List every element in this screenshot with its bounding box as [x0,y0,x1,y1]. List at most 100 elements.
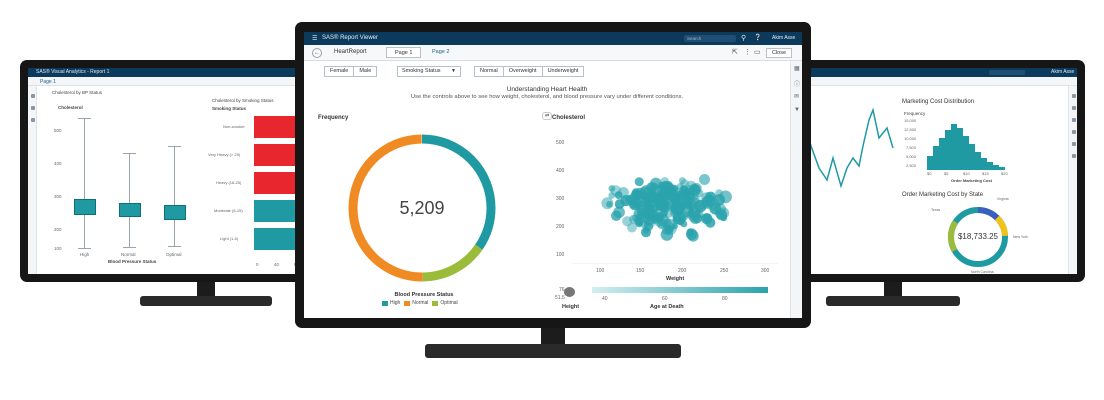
objects-icon[interactable] [31,106,35,110]
underweight-button[interactable]: Underweight [547,68,579,74]
scatter-point[interactable] [696,211,704,218]
histogram-bar[interactable] [981,158,987,170]
scatter-point[interactable] [673,199,683,209]
histogram-bar[interactable] [957,128,963,170]
comment-icon[interactable]: ✉ [794,94,800,100]
scatter-point[interactable] [606,201,613,208]
tab-page-1[interactable]: Page 1 [386,47,422,58]
objects-icon[interactable] [1072,106,1076,110]
histogram-bar[interactable] [939,138,945,170]
boxplot-cap [168,146,181,147]
histogram-bar[interactable] [975,152,981,170]
scatter-point[interactable] [713,194,725,206]
histogram-bar[interactable] [927,156,933,170]
scatter-point[interactable] [608,185,616,192]
scatter-point[interactable] [680,185,688,193]
scatter-point[interactable] [691,182,702,194]
scatter-point[interactable] [611,210,622,221]
scatter-point[interactable] [644,195,658,209]
chevron-down-icon: ▼ [451,68,456,74]
search-input[interactable]: Search [684,35,736,42]
filters-icon[interactable] [1072,142,1076,146]
age-range-slider[interactable] [592,287,768,293]
more-options-icon[interactable]: ⋮ [744,49,751,56]
filter-icon[interactable]: ▼ [794,107,800,113]
female-button[interactable]: Female [325,67,355,76]
fullscreen-icon[interactable]: ⇱ [732,49,738,56]
donut-segment[interactable] [943,202,1013,272]
scatter-point[interactable] [689,193,696,200]
scatter-point[interactable] [634,216,644,226]
scatter-point[interactable] [627,222,637,233]
line-series[interactable] [802,107,894,189]
scatter-point[interactable] [687,202,696,211]
menu-icon[interactable]: ☰ [312,36,318,42]
histogram-bar[interactable] [999,167,1005,170]
scatter-point[interactable] [678,177,686,185]
help-icon[interactable]: ❔ [754,35,762,41]
scatter-point[interactable] [663,218,672,227]
data-icon[interactable] [1072,94,1076,98]
height-title: Height [562,304,580,310]
tab-page-2[interactable]: Page 2 [432,49,450,55]
scatter-point[interactable] [679,192,687,200]
scatter-point[interactable] [694,199,707,213]
info-icon[interactable]: ⓘ [794,82,801,88]
scatter-point[interactable] [687,209,696,218]
user-name[interactable]: Akim Asse [772,35,796,41]
scatter-point[interactable] [705,217,716,228]
boxplot-box-optimal[interactable] [164,205,186,220]
left-page-tab[interactable]: Page 1 [40,79,56,85]
scatter-point[interactable] [691,214,700,223]
scatter-point[interactable] [643,222,653,232]
scatter-point[interactable] [662,187,671,195]
scatter-point[interactable] [671,223,678,230]
histogram-bar[interactable] [945,130,951,170]
scatter-point[interactable] [633,209,642,218]
scatter-point[interactable] [705,199,712,207]
table-icon[interactable]: ▦ [794,66,800,72]
scatter-point[interactable] [688,209,699,220]
scatter-point[interactable] [622,216,633,227]
smoking-status-dropdown[interactable]: Smoking Status ▼ [397,66,461,77]
scatter-point[interactable] [679,216,687,223]
right-user-name[interactable]: Akim Asse [1051,69,1075,75]
scatter-point[interactable] [634,177,644,187]
donut-segment-normal[interactable] [348,134,496,282]
histogram-bar[interactable] [963,136,969,170]
close-button[interactable]: Close [766,48,792,58]
histogram-bar[interactable] [951,124,957,170]
search-icon[interactable]: ⚲ [741,35,747,42]
scatter-point[interactable] [662,225,672,235]
right-search-field[interactable] [989,70,1025,75]
scatter-point[interactable] [631,188,641,198]
histogram-bar[interactable] [993,165,999,170]
overweight-button[interactable]: Overweight [504,67,543,76]
scatter-point[interactable] [647,182,658,193]
options-icon[interactable] [1072,118,1076,122]
histogram-bar[interactable] [969,144,975,170]
maximize-icon[interactable]: ⇄ [542,112,553,120]
scatter-point[interactable] [699,174,710,185]
male-button[interactable]: Male [359,68,372,74]
scatter-point[interactable] [608,192,616,199]
data-icon[interactable] [31,94,35,98]
normal-button[interactable]: Normal [475,67,504,76]
scatter-point[interactable] [716,209,728,221]
donut-segment[interactable] [948,207,1008,267]
histogram-bar[interactable] [933,146,939,170]
comments-icon[interactable]: ▭ [754,49,761,56]
scatter-point[interactable] [660,201,672,213]
scatter-point[interactable] [685,228,698,240]
ranks-icon[interactable] [1072,154,1076,158]
back-icon[interactable]: ← [312,48,322,58]
histogram-bar[interactable] [987,162,993,170]
boxplot-box-high[interactable] [74,199,96,215]
scatter-point[interactable] [642,206,649,213]
height-slider-handle[interactable] [564,287,575,297]
outline-icon[interactable] [31,118,35,122]
rules-icon[interactable] [1072,130,1076,134]
scatter-point[interactable] [614,191,623,199]
boxplot-box-normal[interactable] [119,203,141,217]
scatter-point[interactable] [626,195,633,202]
